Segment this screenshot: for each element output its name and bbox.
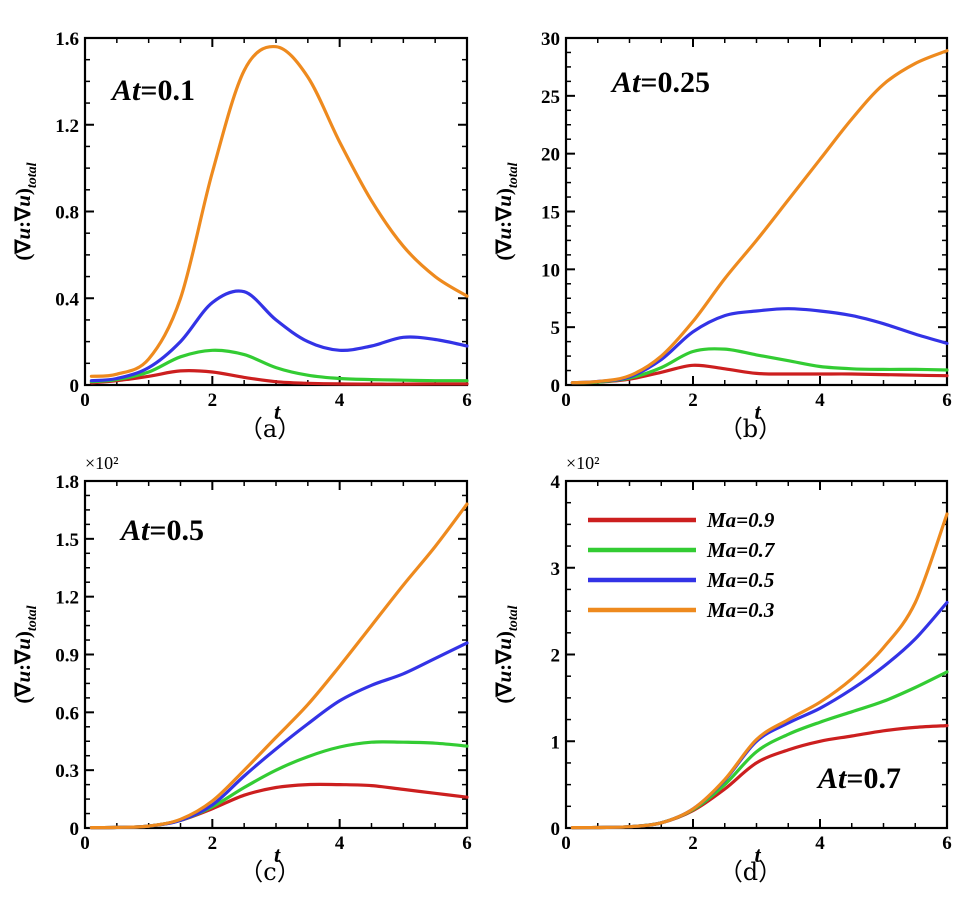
y-tick-label: 0 (551, 376, 561, 397)
y-tick-label: 20 (541, 145, 560, 166)
x-axis-title: t (274, 399, 281, 424)
series-line-ma-0-7 (570, 670, 949, 830)
panel-label: （b） (719, 415, 782, 443)
panel-c: 0 2 4 6 0 0.3 0.6 0.9 1.2 1.5 1.8 t (∇u:∇u)total ×10²… (11, 453, 472, 886)
y-axis-title: (∇u:∇u)total (11, 605, 40, 703)
series-line-ma-0-5 (570, 307, 949, 385)
atwood-annotation: At=0.7 (816, 762, 901, 795)
legend-label: Ma=0.3 (706, 598, 774, 622)
series-line-ma-0-3 (570, 49, 949, 385)
y-axis-title: (∇u:∇u)total (492, 162, 521, 260)
series-line-ma-0-3 (570, 512, 949, 830)
series-line-ma-0-5 (89, 289, 469, 383)
legend: Ma=0.9 Ma=0.7 Ma=0.5 Ma=0.3 (588, 508, 776, 622)
atwood-annotation: At=0.1 (110, 74, 195, 107)
y-axis-title: (∇u:∇u)total (11, 162, 40, 260)
legend-label: Ma=0.9 (706, 508, 775, 532)
y-tick-label: 0.4 (55, 289, 79, 310)
y-tick-label: 25 (541, 87, 560, 108)
y-tick-label: 0.8 (55, 203, 79, 224)
x-tick-label: 4 (335, 390, 345, 411)
y-tick-label: 0 (70, 819, 80, 840)
x-tick-label: 0 (80, 390, 90, 411)
y-tick-label: 1.6 (55, 29, 79, 50)
panel-b: 0 2 4 6 0 5 10 15 20 25 30 t (∇u:∇u)total （b） At=0.25 (492, 29, 952, 443)
y-axis-title: (∇u:∇u)total (492, 605, 521, 703)
y-tick-label: 15 (541, 203, 560, 224)
x-axis-title: t (754, 842, 761, 867)
panel-label: （a） (239, 415, 301, 443)
series-line-ma-0-9 (89, 782, 469, 830)
x-tick-label: 2 (208, 833, 218, 854)
x-tick-label: 4 (335, 833, 345, 854)
y-tick-label: 3 (551, 559, 561, 580)
y-tick-label: 10 (541, 260, 560, 281)
series-line-ma-0-7 (89, 740, 469, 830)
y-tick-label: 0.6 (55, 703, 79, 724)
x-tick-label: 0 (561, 390, 571, 411)
x-tick-label: 6 (462, 390, 472, 411)
x-tick-label: 0 (80, 833, 90, 854)
x-tick-label: 6 (462, 833, 472, 854)
x-tick-label: 6 (942, 390, 952, 411)
atwood-annotation: At=0.5 (119, 514, 204, 547)
series-line-ma-0-7 (89, 348, 469, 384)
panel-a: 0 2 4 6 0 0.4 0.8 1.2 1.6 t (∇u:∇u)total （a） At=0.1 (11, 29, 472, 443)
y-tick-label: 1.2 (55, 588, 79, 609)
legend-label: Ma=0.5 (706, 568, 774, 592)
series-line-ma-0-9 (89, 369, 469, 386)
x-tick-label: 4 (815, 390, 825, 411)
y-axis-multiplier: ×10² (566, 453, 600, 473)
legend-label: Ma=0.7 (706, 538, 776, 562)
x-tick-label: 4 (815, 833, 825, 854)
x-tick-label: 2 (688, 833, 698, 854)
panel-label: （c） (239, 858, 300, 886)
y-tick-label: 1 (551, 732, 561, 753)
x-axis-title: t (754, 399, 761, 424)
y-axis-multiplier: ×10² (85, 453, 119, 473)
y-tick-label: 0.9 (55, 646, 79, 667)
y-tick-label: 1.2 (55, 116, 79, 137)
y-tick-label: 1.5 (55, 530, 79, 551)
x-tick-label: 0 (561, 833, 571, 854)
x-tick-label: 2 (208, 390, 218, 411)
y-tick-label: 0.3 (55, 761, 79, 782)
y-tick-label: 0 (70, 376, 80, 397)
series-line-ma-0-3 (89, 502, 469, 830)
series-line-ma-0-3 (89, 44, 469, 378)
x-axis-title: t (274, 842, 281, 867)
y-tick-label: 0 (551, 819, 561, 840)
panel-label: （d） (719, 858, 782, 886)
y-tick-label: 4 (551, 472, 561, 493)
x-tick-label: 2 (688, 390, 698, 411)
y-tick-label: 5 (551, 318, 561, 339)
x-tick-label: 6 (942, 833, 952, 854)
y-tick-label: 30 (541, 29, 560, 50)
y-tick-label: 1.8 (55, 472, 79, 493)
y-tick-label: 2 (551, 646, 561, 667)
atwood-annotation: At=0.25 (610, 66, 710, 99)
panel-d: 0 2 4 6 0 1 2 3 4 t (∇u:∇u)total ×10² （d） At=0.7 (492, 453, 952, 886)
